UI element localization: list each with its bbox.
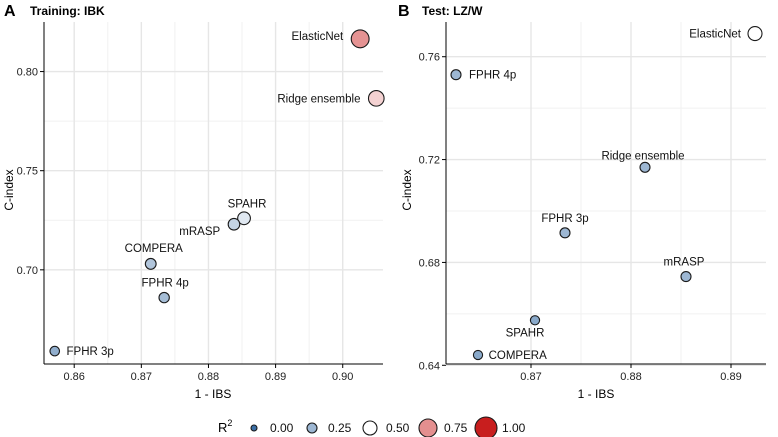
panel-b-xlabel: 1 - IBS <box>578 387 615 401</box>
x-tick-label: 0.90 <box>332 371 353 383</box>
data-point <box>237 211 251 226</box>
panel-a: A Training: IBK 0.86 0.87 0.88 0.89 0.90 0.70… <box>2 3 385 401</box>
legend-label: 0.00 <box>270 421 294 435</box>
point-label: COMPERA <box>489 350 547 362</box>
y-tick-label: 0.68 <box>419 257 440 269</box>
legend-swatch <box>306 422 318 434</box>
panel-a-axes <box>43 22 383 365</box>
x-tick-label: 0.87 <box>131 371 152 383</box>
legend-swatch <box>362 420 378 436</box>
legend-label: 0.50 <box>386 421 410 435</box>
x-tick-label: 0.88 <box>620 371 641 383</box>
point-label: COMPERA <box>125 243 183 255</box>
point-label: FPHR 3p <box>67 346 114 358</box>
panel-a-title: Training: IBK <box>30 4 105 18</box>
panel-b-title: Test: LZ/W <box>422 4 483 18</box>
data-point <box>367 89 385 107</box>
panel-a-points <box>49 29 385 357</box>
point-label: mRASP <box>664 257 705 269</box>
data-point <box>529 315 541 326</box>
point-label: ElasticNet <box>689 29 742 41</box>
panel-b-ylabel: C-index <box>400 169 414 210</box>
legend-label: 1.00 <box>502 421 526 435</box>
y-tick-label: 0.72 <box>419 155 440 167</box>
y-tick-label: 0.64 <box>419 360 440 372</box>
panel-a-labels: ElasticNet Ridge ensemble SPAHR mRASP COMPER… <box>67 31 361 358</box>
panel-b-grid <box>446 22 766 366</box>
data-point <box>227 217 241 231</box>
y-tick-label: 0.80 <box>17 67 38 79</box>
data-point <box>144 257 157 270</box>
legend-swatch <box>474 416 498 437</box>
point-label: FPHR 3p <box>541 213 588 225</box>
point-label: ElasticNet <box>291 31 344 43</box>
data-point <box>472 349 484 361</box>
data-point <box>350 29 370 49</box>
panel-b: B Test: LZ/W 0.87 0.88 0.89 0.64 0.68 0.72 0.7… <box>398 3 766 401</box>
point-label: SPAHR <box>506 327 545 339</box>
point-label: SPAHR <box>228 198 267 210</box>
y-tick-label: 0.70 <box>17 265 38 277</box>
data-point <box>559 227 571 239</box>
panel-a-ticks: 0.86 0.87 0.88 0.89 0.90 0.70 0.75 0.80 <box>17 67 354 383</box>
x-tick-label: 0.86 <box>63 371 84 383</box>
legend: R2 0.00 0.25 0.50 0.75 1.00 <box>218 416 526 437</box>
legend-label: 0.75 <box>444 421 468 435</box>
panel-a-ylabel: C-index <box>2 169 16 210</box>
panel-a-letter: A <box>4 3 16 20</box>
point-label: mRASP <box>179 226 220 238</box>
data-point <box>49 345 61 357</box>
data-point <box>158 291 170 304</box>
x-tick-label: 0.88 <box>198 371 219 383</box>
panel-b-points <box>450 26 763 361</box>
x-tick-label: 0.89 <box>720 371 741 383</box>
data-point <box>680 271 692 283</box>
panel-b-ticks: 0.87 0.88 0.89 0.64 0.68 0.72 0.76 <box>419 52 742 383</box>
point-label: FPHR 4p <box>142 278 189 290</box>
panel-b-labels: ElasticNet FPHR 4p Ridge ensemble FPHR 3p mR… <box>469 29 742 362</box>
legend-swatch <box>250 424 258 432</box>
x-tick-label: 0.89 <box>265 371 286 383</box>
y-tick-label: 0.76 <box>419 52 440 64</box>
legend-title: R2 <box>218 418 232 435</box>
legend-label: 0.25 <box>328 421 352 435</box>
legend-entries: 0.00 0.25 0.50 0.75 1.00 <box>250 416 526 437</box>
point-label: Ridge ensemble <box>277 93 360 105</box>
y-tick-label: 0.75 <box>17 166 38 178</box>
panel-b-axes <box>445 22 766 365</box>
data-point <box>450 69 462 81</box>
data-point <box>747 26 763 42</box>
panel-a-grid <box>44 22 383 364</box>
legend-swatch <box>418 418 438 437</box>
x-tick-label: 0.87 <box>520 371 541 383</box>
panel-b-letter: B <box>398 3 410 20</box>
panel-a-xlabel: 1 - IBS <box>195 387 232 401</box>
point-label: Ridge ensemble <box>601 150 684 162</box>
point-label: FPHR 4p <box>469 70 516 82</box>
data-point <box>639 161 651 173</box>
